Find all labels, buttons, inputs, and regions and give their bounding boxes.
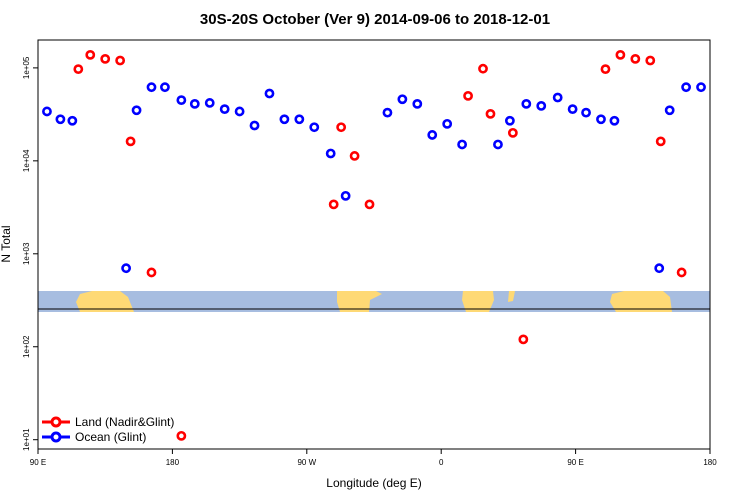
legend-item-land: Land (Nadir&Glint): [42, 415, 174, 429]
ocean-point: [382, 107, 393, 118]
y-tick-label: 1e+05: [22, 56, 31, 79]
ocean-point: [457, 139, 468, 150]
land-point: [676, 267, 687, 278]
ocean-point: [176, 95, 187, 106]
land-point: [463, 90, 473, 101]
land-point: [507, 127, 518, 138]
ocean-point: [189, 98, 200, 109]
land-point: [73, 64, 84, 75]
land-point: [85, 49, 96, 60]
land-point: [125, 136, 136, 147]
ocean-point: [146, 82, 157, 93]
ocean-point: [309, 122, 320, 133]
land-point: [349, 151, 360, 161]
x-tick-label: 180: [166, 458, 180, 467]
land-australia-repeat: [610, 291, 672, 312]
ocean-point: [552, 92, 563, 103]
ocean-point: [609, 115, 620, 126]
x-tick-label: 180: [703, 458, 717, 467]
land-point: [146, 267, 157, 278]
legend-marker-ocean: [50, 431, 62, 443]
series-land: [73, 49, 687, 441]
ocean-point: [504, 115, 515, 126]
y-tick-label: 1e+01: [22, 428, 31, 451]
y-axis: 1e+01 1e+02 1e+03 1e+04 1e+05: [22, 56, 38, 451]
ocean-point: [536, 100, 547, 111]
x-tick-label: 90 E: [567, 458, 583, 467]
ocean-point: [664, 105, 675, 116]
ocean-point: [493, 139, 503, 150]
land-point: [176, 430, 187, 441]
ocean-point: [55, 114, 66, 125]
land-point: [615, 49, 626, 60]
land-madagascar: [508, 291, 515, 302]
ocean-band: [38, 291, 710, 312]
land-point: [630, 53, 641, 64]
land-point: [100, 53, 111, 64]
ocean-point: [121, 263, 132, 274]
x-tick-label: 90 W: [297, 458, 316, 467]
y-tick-label: 1e+02: [22, 335, 31, 358]
land-point: [115, 55, 126, 66]
map-strip: [38, 291, 710, 312]
series-ocean: [42, 82, 706, 274]
land-point: [364, 199, 375, 210]
y-axis-label: N Total: [0, 225, 13, 262]
x-tick-label: 90 E: [30, 458, 46, 467]
land-southern-africa: [462, 291, 494, 312]
ocean-point: [67, 115, 78, 126]
ocean-point: [249, 120, 260, 131]
chart-title: 30S-20S October (Ver 9) 2014-09-06 to 20…: [200, 11, 550, 28]
x-axis-label: Longitude (deg E): [326, 476, 421, 490]
land-point: [518, 334, 529, 345]
ocean-point: [264, 88, 275, 99]
ocean-point: [581, 107, 591, 118]
ocean-point: [596, 114, 606, 125]
y-tick-label: 1e+04: [22, 149, 31, 172]
ocean-point: [427, 130, 438, 140]
legend-label-ocean: Ocean (Glint): [75, 430, 146, 444]
ocean-point: [654, 263, 665, 274]
ocean-point: [160, 82, 170, 93]
ocean-point: [681, 82, 692, 93]
land-point: [600, 64, 611, 75]
land-point: [336, 122, 347, 133]
ocean-point: [696, 82, 706, 93]
ocean-point: [397, 94, 408, 105]
ocean-point: [567, 104, 578, 115]
legend-marker-land: [50, 416, 62, 428]
ocean-point: [521, 98, 532, 109]
ocean-point: [325, 148, 336, 159]
land-point: [655, 136, 666, 147]
ocean-point: [42, 106, 52, 117]
ocean-point: [131, 105, 142, 116]
ocean-point: [234, 106, 245, 117]
x-axis: 90 E 180 90 W 0 90 E 180: [30, 449, 717, 467]
legend-item-ocean: Ocean (Glint): [42, 430, 146, 444]
land-point: [485, 108, 496, 119]
ocean-point: [442, 118, 453, 129]
ocean-point: [294, 114, 305, 125]
x-tick-label: 0: [439, 458, 444, 467]
land-point: [478, 63, 488, 74]
ocean-point: [204, 98, 215, 108]
ocean-point: [340, 190, 351, 201]
ocean-point: [279, 114, 290, 125]
land-point: [328, 199, 339, 210]
legend: Land (Nadir&Glint) Ocean (Glint): [42, 415, 174, 444]
plot-frame: [37, 39, 711, 450]
y-tick-label: 1e+03: [22, 242, 31, 265]
land-australia: [76, 291, 134, 312]
land-south-america: [337, 291, 382, 312]
land-point: [645, 55, 656, 66]
ocean-point: [219, 104, 230, 115]
ocean-point: [412, 98, 423, 109]
legend-label-land: Land (Nadir&Glint): [75, 415, 174, 429]
